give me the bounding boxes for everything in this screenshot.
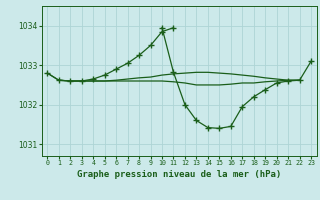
X-axis label: Graphe pression niveau de la mer (hPa): Graphe pression niveau de la mer (hPa)	[77, 170, 281, 179]
